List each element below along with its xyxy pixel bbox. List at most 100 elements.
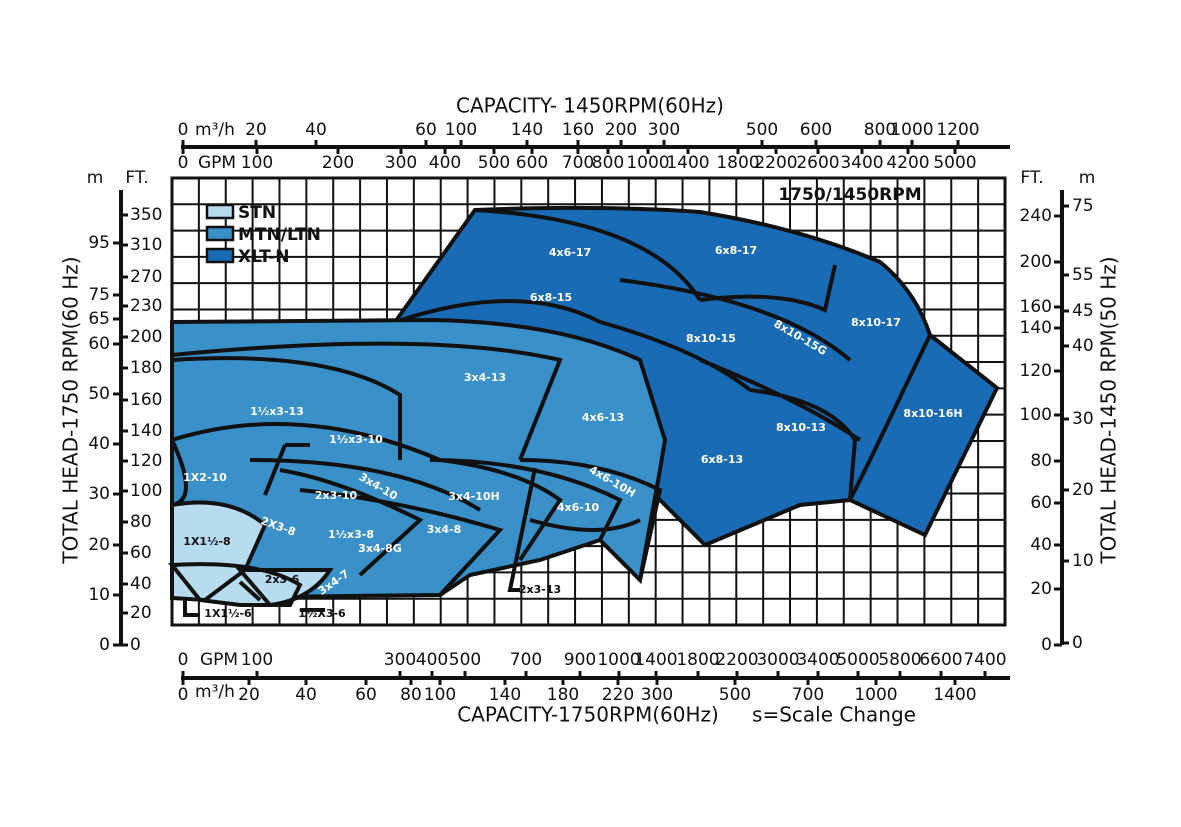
region-label: 8x10-15	[686, 332, 736, 345]
tick-label: 80	[130, 512, 152, 532]
curve	[183, 443, 537, 617]
tick-label: 40	[130, 574, 152, 594]
region-label: 3x4-13	[464, 371, 506, 384]
unit-label: m³/h	[195, 120, 235, 140]
tick-label: 80	[400, 685, 422, 705]
region-label: 1X1½-8	[183, 535, 230, 548]
tick-label: 40	[305, 120, 327, 140]
tick-label: 100	[241, 650, 273, 670]
tick-label: 45	[1072, 301, 1094, 321]
tick-label: 100	[241, 153, 273, 173]
tick-label: 600	[516, 153, 548, 173]
tick-label: 75	[1072, 196, 1094, 216]
curve	[170, 341, 663, 597]
tick-label: 500	[478, 153, 510, 173]
tick-label: 20	[130, 603, 152, 623]
tick-label: 1200	[936, 120, 979, 140]
tick-label: 1400	[933, 685, 976, 705]
tick-label: 240	[1020, 206, 1052, 226]
region-label: 1½x3-13	[250, 405, 304, 418]
tick-label: 1400	[666, 153, 709, 173]
tick-label: 140	[511, 120, 543, 140]
bottom-title: CAPACITY-1750RPM(60Hz)	[457, 703, 719, 727]
xlt-region	[391, 205, 1000, 548]
tick-label: 5000	[933, 153, 976, 173]
unit-label: m³/h	[195, 682, 235, 702]
tick-label: 0	[178, 153, 189, 173]
tick-label: 3400	[840, 153, 883, 173]
tick-label: 5800	[878, 650, 921, 670]
unit-label: FT.	[1020, 168, 1043, 188]
tick-label: 120	[1020, 361, 1052, 381]
tick-label: 0	[178, 650, 189, 670]
tick-label: 40	[1072, 336, 1094, 356]
tick-label: 20	[1030, 579, 1052, 599]
region-label: 4x6-13	[582, 411, 624, 424]
tick-label: 55	[1072, 265, 1094, 285]
tick-label: 200	[322, 153, 354, 173]
region-label: 1½x3-8	[328, 528, 374, 541]
tick-label: 140	[489, 685, 521, 705]
tick-label: 1000	[854, 685, 897, 705]
tick-label: 180	[547, 685, 579, 705]
tick-label: 2200	[715, 650, 758, 670]
region-label: 2x3-6	[265, 573, 300, 586]
tick-label: 60	[415, 120, 437, 140]
tick-label: 200	[130, 327, 162, 347]
tick-label: 2600	[796, 153, 839, 173]
region-label: 8x10-13	[776, 421, 826, 434]
tick-label: 100	[445, 120, 477, 140]
region-label: 8x10-16H	[903, 407, 962, 420]
tick-label: 120	[130, 451, 162, 471]
tick-label: 40	[1030, 535, 1052, 555]
tick-label: 0	[178, 685, 189, 705]
speed-note: 1750/1450RPM	[778, 185, 921, 205]
tick-label: 10	[88, 585, 110, 605]
tick-label: 30	[1072, 409, 1094, 429]
tick-label: 3400	[796, 650, 839, 670]
tick-label: 300	[385, 153, 417, 173]
tick-label: 300	[648, 120, 680, 140]
tick-label: 500	[449, 650, 481, 670]
region-label: 3x4-10H	[448, 490, 499, 503]
left-title: TOTAL HEAD-1750 RPM(60 Hz)	[59, 256, 83, 564]
tick-label: 400	[416, 650, 448, 670]
top-title: CAPACITY- 1450RPM(60Hz)	[456, 94, 724, 118]
tick-label: 500	[719, 685, 751, 705]
tick-label: 0	[99, 635, 110, 655]
tick-label: 95	[88, 233, 110, 253]
tick-label: 60	[130, 543, 152, 563]
tick-label: 700	[792, 685, 824, 705]
legend-swatch	[205, 247, 235, 264]
region-label: 4x6-17	[549, 246, 591, 259]
unit-label: FT.	[125, 168, 148, 188]
region-label: 8x10-17	[851, 316, 901, 329]
region-label: 6x8-13	[701, 453, 743, 466]
legend-label: XLT-N	[238, 247, 290, 267]
tick-label: 200	[605, 120, 637, 140]
tick-label: 800	[864, 120, 896, 140]
tick-label: 700	[510, 650, 542, 670]
tick-label: 3000	[756, 650, 799, 670]
tick-label: 80	[1030, 451, 1052, 471]
region-label: 1½x3-10	[329, 433, 383, 446]
region-label: 2x3-13	[519, 583, 561, 596]
tick-label: 1400	[634, 650, 677, 670]
tick-label: 0	[130, 635, 141, 655]
tick-label: 20	[238, 685, 260, 705]
region-label: 4x6-10	[557, 501, 600, 514]
tick-label: 400	[429, 153, 461, 173]
tick-label: 0	[178, 120, 189, 140]
tick-label: 4200	[886, 153, 929, 173]
tick-label: 2200	[754, 153, 797, 173]
unit-label: m	[87, 168, 104, 188]
tick-label: 10	[1072, 551, 1094, 571]
curve	[394, 208, 932, 501]
tick-label: 1000	[597, 650, 640, 670]
tick-label: 300	[384, 650, 416, 670]
tick-label: 900	[564, 650, 596, 670]
tick-label: 800	[592, 153, 624, 173]
tick-label: 1000	[890, 120, 933, 140]
legend-label: STN	[238, 203, 276, 223]
unit-label: GPM	[200, 650, 238, 670]
